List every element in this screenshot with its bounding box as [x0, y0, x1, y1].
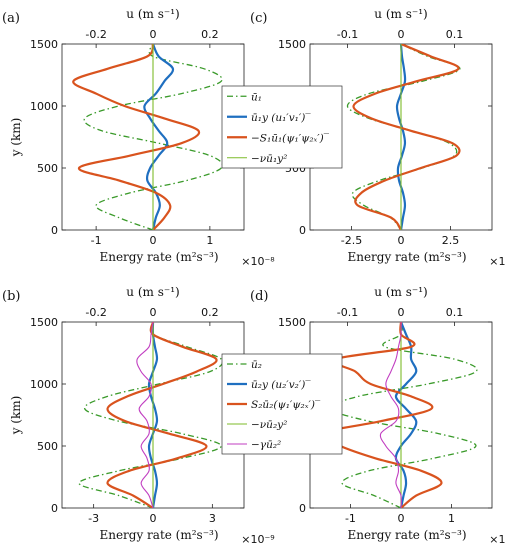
top-axis-label: u (m s⁻¹) — [374, 7, 427, 21]
panel-b: 0 500 1000 1500 -3 0 3 -0.2 0 0.2 (b) u (m s⁻¹) Ener… — [2, 285, 275, 546]
x-tick-label: 2.5 — [442, 234, 460, 247]
x-tick-label: 0 — [150, 512, 157, 525]
legend-label: ū₂ — [251, 359, 262, 371]
x-tick-label: 0 — [150, 234, 157, 247]
legend-label: S₂ū₂(ψ₁′ψ₂ₓ′)‾ — [251, 399, 321, 411]
series-line-conversion — [106, 322, 218, 508]
series-line-reynolds — [143, 44, 175, 230]
top-x-tick-label: -0.2 — [85, 306, 106, 319]
y-tick-label: 0 — [299, 502, 306, 515]
x-tick-label: 3 — [209, 512, 216, 525]
panel-label: (b) — [2, 289, 20, 304]
top-x-tick-label: 0.1 — [446, 28, 464, 41]
legend-box — [221, 85, 343, 169]
legend-label: −γū₂² — [251, 439, 281, 451]
x-axis-label: Energy rate (m²s⁻³) — [99, 528, 218, 542]
legend: ū₂ ū₂y (u₂′v₂′)‾ S₂ū₂(ψ₁′ψ₂ₓ′)‾ −νū₂y² −γū₂² — [221, 353, 343, 455]
x-scale-label: ×10⁻⁹ — [489, 255, 506, 268]
top-x-tick-label: -0.1 — [337, 28, 358, 41]
series-line-conversion — [352, 44, 461, 230]
top-x-tick-label: 0 — [398, 306, 405, 319]
y-axis-label: y (km) — [9, 396, 23, 436]
top-x-tick-label: 0 — [150, 306, 157, 319]
x-scale-label: ×10⁻⁹ — [489, 533, 506, 546]
y-tick-label: 1500 — [278, 316, 306, 329]
series-line-conversion — [72, 44, 201, 230]
x-tick-label: 1 — [206, 234, 213, 247]
y-tick-label: 1500 — [278, 38, 306, 51]
x-tick-label: -1 — [345, 512, 356, 525]
top-x-tick-label: 0 — [398, 28, 405, 41]
legend: ū₁ ū₁y (u₁′v₁′)‾ −S₁ū₁(ψ₁′ψ₂ₓ′)‾ −νū₁y² — [221, 85, 343, 169]
top-x-tick-label: 0.2 — [201, 28, 219, 41]
x-axis-label: Energy rate (m²s⁻³) — [347, 250, 466, 264]
y-tick-label: 500 — [37, 440, 58, 453]
series-line-conversion — [317, 322, 443, 508]
y-axis-label: y (km) — [9, 118, 23, 158]
y-tick-label: 500 — [37, 162, 58, 175]
x-tick-label: -3 — [88, 512, 99, 525]
y-tick-label: 0 — [299, 224, 306, 237]
legend-label: ū₁ — [251, 91, 262, 103]
panel-label: (c) — [250, 11, 267, 26]
legend-label: −νū₂y² — [251, 419, 287, 431]
top-x-tick-label: -0.1 — [337, 306, 358, 319]
series-line-ubar — [330, 322, 478, 508]
x-axis-label: Energy rate (m²s⁻³) — [347, 528, 466, 542]
x-axis-label: Energy rate (m²s⁻³) — [99, 250, 218, 264]
series-line-drag — [379, 322, 402, 508]
panel-label: (a) — [2, 11, 20, 26]
top-x-tick-label: 0 — [150, 28, 157, 41]
series-line-ubar — [83, 44, 224, 230]
y-tick-label: 0 — [51, 224, 58, 237]
top-axis-label: u (m s⁻¹) — [126, 7, 179, 21]
series-line-drag — [136, 322, 154, 508]
top-x-tick-label: -0.2 — [85, 28, 106, 41]
top-x-tick-label: 0.1 — [446, 306, 464, 319]
legend-label: −S₁ū₁(ψ₁′ψ₂ₓ′)‾ — [251, 132, 330, 144]
panel-a: 0 500 1000 1500 -1 0 1 -0.2 0 0.2 (a) u (m s⁻¹) Ener… — [2, 7, 275, 268]
panel-label: (d) — [250, 289, 268, 304]
x-tick-label: 0 — [398, 234, 405, 247]
series-line-reynolds — [395, 44, 407, 230]
x-tick-label: 1 — [448, 512, 455, 525]
x-tick-label: -2.5 — [341, 234, 362, 247]
top-axis-label: u (m s⁻¹) — [126, 285, 179, 299]
y-tick-label: 1000 — [30, 100, 58, 113]
x-tick-label: -1 — [91, 234, 102, 247]
series-line-ubar — [78, 322, 224, 508]
x-scale-label: ×10⁻⁹ — [241, 533, 274, 546]
series-line-reynolds — [147, 322, 159, 508]
x-scale-label: ×10⁻⁸ — [241, 255, 275, 268]
legend-label: ū₁y (u₁′v₁′)‾ — [251, 112, 311, 124]
legend-label: ū₂y (u₂′v₂′)‾ — [251, 379, 311, 391]
y-tick-label: 1000 — [30, 378, 58, 391]
legend-label: −νū₁y² — [251, 153, 287, 165]
y-tick-label: 1500 — [30, 316, 58, 329]
y-tick-label: 1500 — [30, 38, 58, 51]
y-tick-label: 0 — [51, 502, 58, 515]
top-x-tick-label: 0.2 — [201, 306, 219, 319]
top-axis-label: u (m s⁻¹) — [374, 285, 427, 299]
x-tick-label: 0 — [398, 512, 405, 525]
